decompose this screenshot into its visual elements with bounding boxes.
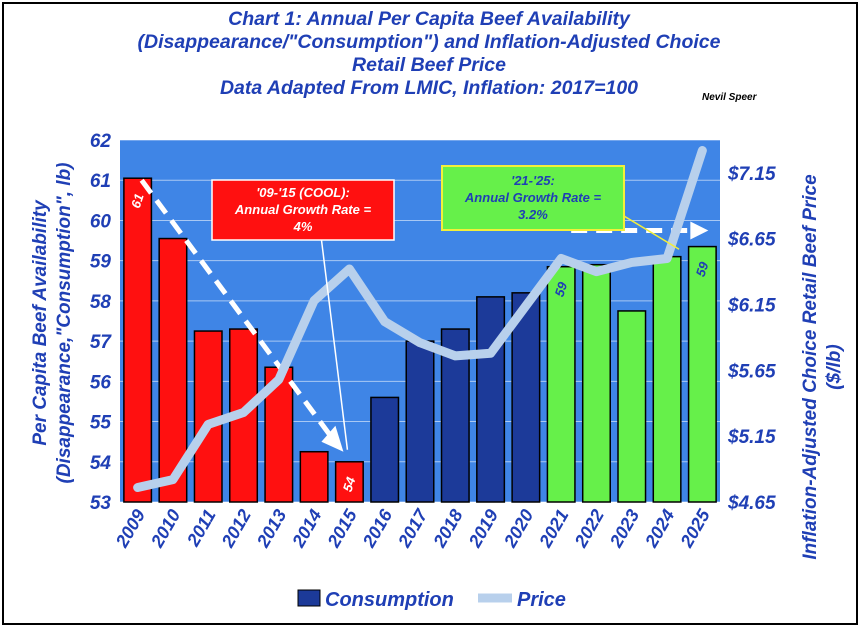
left-tick-61: 61 (90, 171, 111, 192)
left-tick-54: 54 (90, 453, 112, 474)
author-credit: Nevil Speer (702, 92, 757, 103)
bar-2017 (405, 340, 435, 503)
bar-2023 (617, 310, 647, 503)
x-tick-2015: 2015 (323, 505, 361, 551)
bar-2025 (687, 245, 717, 503)
trend-arrow-2021-2025-head (690, 221, 709, 240)
left-tick-60: 60 (90, 211, 112, 232)
bar-2016 (370, 396, 400, 503)
x-tick-2012: 2012 (217, 506, 255, 552)
x-tick-2024: 2024 (641, 506, 679, 552)
bar-2015 (334, 461, 364, 503)
annotation-cool-box (211, 179, 395, 241)
left-axis-title-line-1: Per Capita Beef Availability (30, 199, 51, 446)
x-tick-2018: 2018 (429, 506, 467, 552)
legend-swatch-consumption (297, 589, 321, 607)
x-tick-2020: 2020 (500, 506, 538, 552)
title-line-3: Retail Beef Price (352, 54, 506, 76)
legend: Consumption Price (297, 589, 566, 611)
annotation-cool-pointer (319, 227, 349, 450)
x-tick-2011: 2011 (183, 506, 220, 550)
data-label-2021: 59 (552, 279, 571, 298)
bar-2021 (546, 265, 576, 503)
right-tick-2: $5.65 (727, 361, 776, 382)
annotation-recent-box (441, 165, 625, 231)
annotation-recent-line-1: '21-'25: (511, 173, 555, 188)
x-tick-2021: 2021 (535, 506, 573, 552)
legend-label-consumption: Consumption (325, 589, 454, 611)
right-tick-0: $4.65 (727, 493, 776, 514)
annotation-recent-line-2: Annual Growth Rate = (464, 190, 602, 205)
annotations: '09-'15 (COOL): Annual Growth Rate = 4% '21… (211, 165, 680, 450)
left-tick-59: 59 (90, 252, 112, 273)
right-tick-3: $6.15 (727, 296, 776, 317)
left-axis-title-line-2: (Disappearance,"Consumption", lb) (54, 163, 75, 484)
data-label-2009: 61 (128, 192, 147, 210)
bar-2014 (299, 450, 329, 503)
left-tick-53: 53 (90, 493, 112, 514)
annotation-cool-line-3: 4% (293, 219, 313, 234)
right-axis-title-line-1: Inflation-Adjusted Choice Retail Beef Pr… (800, 174, 821, 560)
left-tick-57: 57 (90, 332, 113, 353)
left-tick-62: 62 (90, 131, 112, 152)
left-tick-56: 56 (90, 372, 112, 393)
chart-title: Chart 1: Annual Per Capita Beef Availabi… (0, 8, 858, 100)
bar-2020 (511, 292, 541, 503)
annotation-cool-line-2: Annual Growth Rate = (234, 202, 372, 217)
bar-2024 (652, 255, 682, 503)
trend-arrow-2009-2015-head (321, 425, 344, 452)
legend-label-price: Price (517, 589, 566, 611)
x-tick-2025: 2025 (676, 505, 714, 551)
title-line-4: Data Adapted From LMIC, Inflation: 2017=… (219, 77, 639, 99)
right-tick-5: $7.15 (727, 164, 776, 185)
left-tick-55: 55 (90, 413, 112, 434)
data-label-2015: 54 (340, 474, 359, 493)
x-tick-2019: 2019 (464, 506, 502, 552)
right-axis-ticks: $4.65 $5.15 $5.65 $6.15 $6.65 $7.15 (727, 164, 776, 514)
title-line-1: Chart 1: Annual Per Capita Beef Availabi… (228, 8, 630, 30)
left-tick-58: 58 (90, 292, 112, 313)
title-line-2: (Disappearance/"Consumption") and Inflat… (137, 31, 721, 53)
x-tick-2023: 2023 (605, 506, 643, 552)
annotation-cool-line-1: '09-'15 (COOL): (256, 185, 350, 200)
right-tick-1: $5.15 (727, 427, 776, 448)
data-labels: 61 54 59 59 (128, 192, 712, 494)
annotation-recent-line-3: 3.2% (518, 207, 548, 222)
trend-arrow-2009-2015 (139, 178, 336, 442)
data-label-2025: 59 (693, 259, 712, 278)
x-tick-2017: 2017 (394, 505, 432, 551)
x-tick-2014: 2014 (288, 506, 326, 552)
x-tick-2016: 2016 (358, 505, 396, 551)
bar-2019 (476, 296, 506, 503)
x-axis-ticks: 2009201020112012201320142015201620172018… (111, 505, 714, 551)
left-axis-ticks: 53 54 55 56 57 58 59 60 61 62 (90, 131, 113, 514)
right-axis-title-line-2: ($/lb) (824, 344, 845, 389)
x-tick-2013: 2013 (252, 506, 290, 552)
price-series (133, 146, 707, 493)
price-line (133, 146, 707, 493)
bar-2022 (581, 263, 611, 503)
x-tick-2009: 2009 (111, 506, 149, 552)
bar-2009 (123, 177, 153, 503)
right-tick-4: $6.65 (727, 230, 776, 251)
x-tick-2022: 2022 (570, 506, 608, 552)
x-tick-2010: 2010 (147, 506, 185, 552)
